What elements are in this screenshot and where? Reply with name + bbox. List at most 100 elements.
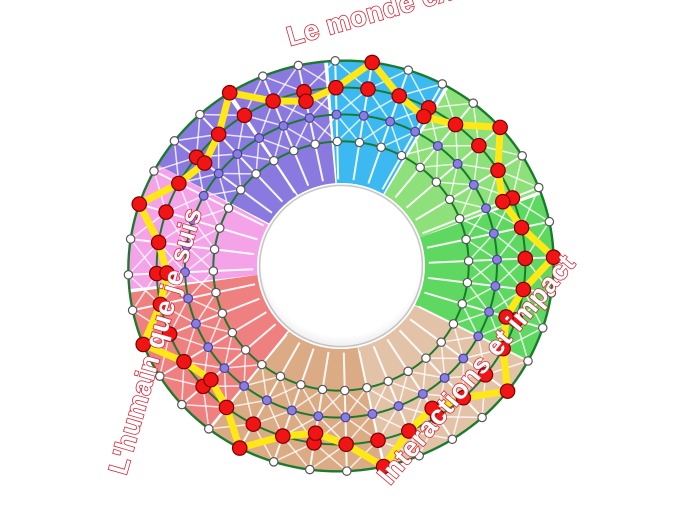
node-white: [403, 366, 413, 377]
node-red: [152, 296, 169, 313]
node-white: [396, 150, 407, 161]
node-purple: [313, 411, 324, 422]
node-red: [265, 93, 281, 109]
node-purple: [190, 318, 201, 329]
node-red-path: [498, 309, 514, 325]
node-red-path: [495, 193, 511, 210]
node-purple: [198, 190, 209, 201]
node-purple: [358, 110, 369, 121]
mesh-line: [461, 285, 496, 305]
node-red-path: [196, 155, 213, 171]
node-purple: [452, 158, 463, 169]
node-red-path: [131, 196, 148, 212]
mesh-line: [366, 387, 399, 407]
node-white: [462, 277, 473, 288]
node-white: [362, 382, 372, 393]
node-white: [288, 145, 299, 156]
node-red: [370, 432, 386, 449]
mesh-line: [309, 117, 338, 143]
node-purple: [490, 281, 501, 292]
mesh-line: [461, 303, 479, 337]
node-white: [544, 216, 555, 227]
mesh-line: [237, 153, 275, 162]
node-white: [437, 79, 448, 89]
node-white: [339, 385, 350, 396]
node-white: [332, 136, 343, 147]
node-white: [477, 412, 487, 423]
mesh-line: [186, 227, 221, 247]
mesh-line: [452, 323, 465, 359]
node-purple: [417, 388, 428, 399]
node-white: [235, 185, 246, 195]
mesh-line: [407, 370, 445, 379]
node-red: [338, 436, 354, 453]
node-red-path: [375, 458, 392, 475]
node-red-path: [159, 265, 175, 281]
node-white: [431, 177, 442, 187]
node-purple: [219, 363, 230, 374]
node-red: [171, 175, 187, 192]
mesh-line: [300, 384, 319, 417]
mesh-line: [436, 181, 474, 186]
mesh-line: [336, 115, 365, 143]
node-red-path: [545, 249, 562, 266]
mesh-line: [203, 195, 221, 229]
node-red: [490, 162, 506, 179]
node-white: [304, 464, 315, 475]
mesh-line: [258, 137, 295, 152]
mesh-line: [243, 349, 247, 387]
node-white: [195, 109, 205, 120]
mesh-line: [186, 245, 214, 272]
node-purple: [393, 401, 404, 412]
node-purple: [254, 133, 265, 144]
mesh-line: [217, 173, 230, 209]
node-white: [383, 376, 394, 387]
node-white: [546, 288, 557, 298]
node-white: [523, 356, 533, 366]
node-white: [293, 60, 304, 71]
node-white: [257, 359, 267, 370]
node-purple: [239, 381, 250, 392]
node-white: [211, 287, 221, 298]
mesh-line: [468, 233, 495, 262]
node-red: [391, 88, 408, 104]
node-red-path: [499, 383, 516, 399]
mesh-line: [184, 248, 216, 273]
node-white: [463, 256, 474, 266]
node-red: [513, 219, 530, 236]
mesh-line: [466, 282, 490, 313]
node-purple: [187, 215, 198, 226]
mesh-line: [291, 388, 323, 412]
mesh-line: [187, 297, 223, 315]
mesh-line: [466, 259, 498, 284]
node-white: [125, 234, 136, 244]
sector-violet2: [157, 94, 297, 224]
node-red: [477, 367, 494, 383]
node-white: [217, 308, 228, 319]
node-white: [251, 169, 261, 179]
node-red: [245, 416, 262, 432]
node-purple: [385, 116, 396, 127]
node-purple: [458, 353, 469, 364]
mesh-line: [380, 131, 416, 148]
node-white: [155, 371, 165, 381]
node-white: [227, 327, 238, 338]
node-red-path: [203, 371, 219, 388]
mesh-line: [441, 335, 479, 343]
node-white: [310, 139, 320, 150]
torus-hole: [258, 184, 424, 348]
node-red-path: [307, 425, 324, 441]
mesh-line: [321, 389, 347, 418]
mesh-line: [293, 117, 311, 152]
node-white: [127, 305, 138, 316]
mesh-line: [266, 384, 302, 401]
node-white: [414, 450, 424, 461]
node-white: [421, 353, 431, 363]
node-white: [533, 182, 544, 193]
node-red: [471, 137, 487, 154]
mesh-line: [401, 145, 439, 157]
mesh-line: [359, 120, 391, 144]
mesh-line: [192, 219, 216, 250]
mesh-line: [187, 270, 214, 299]
node-white: [436, 337, 447, 347]
